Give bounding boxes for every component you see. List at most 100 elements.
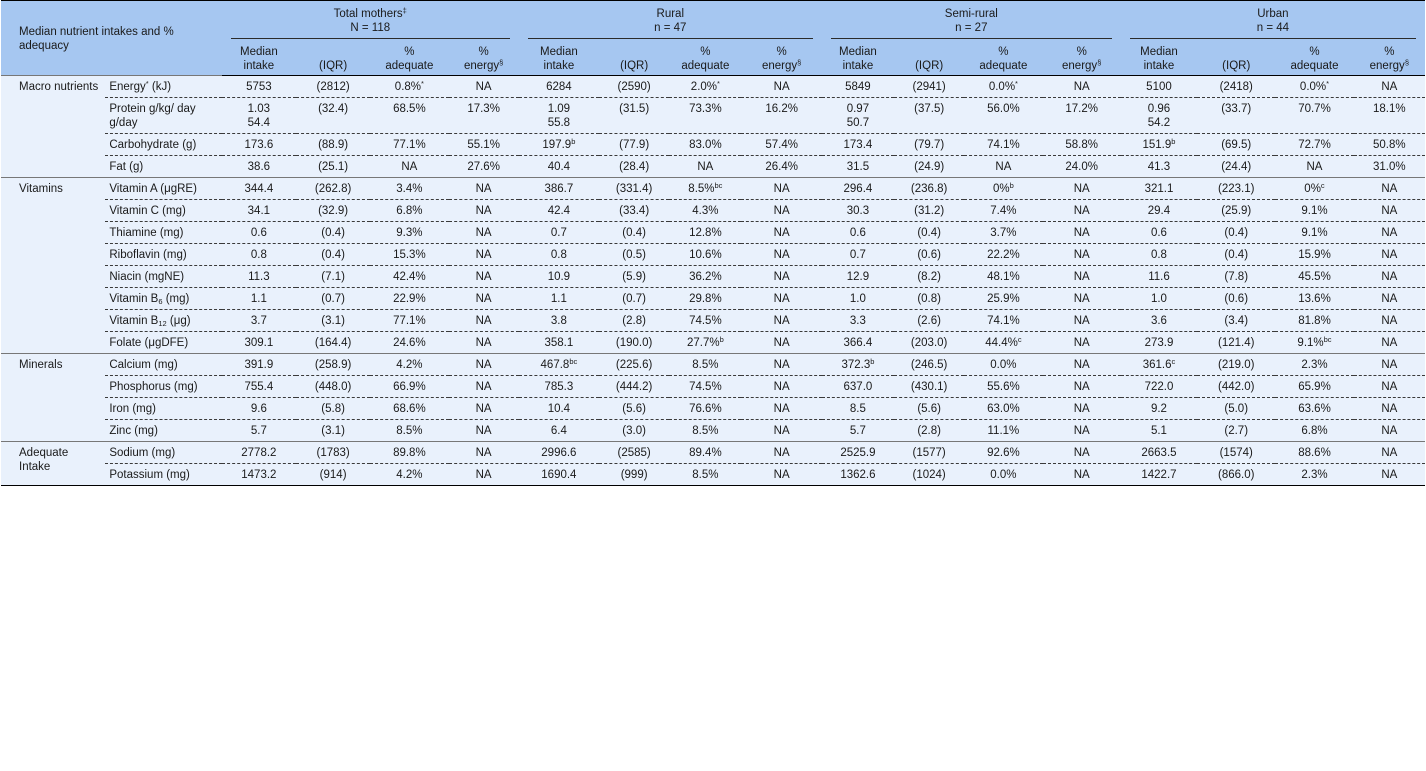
cell-value-line2: 54.4 <box>247 117 271 129</box>
table-cell: NA <box>741 441 822 464</box>
cell-value: (1024) <box>912 469 946 481</box>
table-cell: NA <box>1353 353 1425 376</box>
cell-value: (24.4) <box>1221 161 1252 173</box>
table-row: Vitamin B6 (mg) 1.1 (0.7) 22.9% NA 1.1 (0.7) 29… <box>1 287 1425 310</box>
table-cell: (5.6) <box>894 397 965 420</box>
table-cell: 9.6 <box>221 397 296 420</box>
table-cell: (236.8) <box>894 177 965 200</box>
group-label: Minerals <box>1 353 106 442</box>
table-cell: NA <box>370 155 449 178</box>
table-cell: NA <box>1042 221 1121 244</box>
cell-value: NA <box>995 161 1012 173</box>
cell-footnote: c <box>1171 357 1176 366</box>
cell-value: 9.6 <box>250 403 267 415</box>
cell-value: 1.03 <box>247 103 271 115</box>
cell-value: (203.0) <box>910 337 948 349</box>
cell-value: (219.0) <box>1218 359 1255 371</box>
table-cell: NA <box>741 199 822 222</box>
nutrient-name-text: Phosphorus (mg) <box>109 381 198 393</box>
cell-value: (24.9) <box>914 161 945 173</box>
cell-value: NA <box>475 271 492 283</box>
cell-value: 1.0 <box>849 293 866 305</box>
table-cell: 12.9 <box>821 265 895 288</box>
cell-value: 12.8% <box>689 227 722 239</box>
group-title-text: Total mothers <box>333 8 403 20</box>
table-cell: 1.1 <box>518 287 600 310</box>
table-cell: 0.6 <box>1120 221 1198 244</box>
table-cell: NA <box>1042 397 1121 420</box>
cell-value: 1.09 <box>547 103 571 115</box>
subcol-header: % energy§ <box>741 41 822 76</box>
subcol-line2-text: adequate <box>385 60 434 72</box>
cell-value: (2.7) <box>1224 425 1249 437</box>
cell-value: 1.1 <box>550 293 567 305</box>
cell-value: (3.0) <box>622 425 646 437</box>
table-cell: 83.0% <box>669 133 742 156</box>
table-cell: (2585) <box>599 441 670 464</box>
cell-value: (0.4) <box>1224 227 1249 239</box>
cell-value: NA <box>773 271 790 283</box>
table-cell: 8.5% <box>370 419 449 442</box>
subcol-header: % adequate <box>1275 41 1354 76</box>
cell-value: (25.9) <box>1221 205 1252 217</box>
table-cell: NA <box>1353 419 1425 442</box>
table-cell: (914) <box>295 463 371 486</box>
table-cell: 58.8% <box>1042 133 1121 156</box>
cell-value: 73.3% <box>689 103 722 115</box>
subcol-line2-text: intake <box>543 60 575 72</box>
table-cell: NA <box>1353 177 1425 200</box>
table-cell: (0.4) <box>295 221 371 244</box>
table-cell: 17.2% <box>1042 97 1121 134</box>
subcol-header: % adequate <box>370 41 449 76</box>
subcol-line1: Median <box>240 46 278 58</box>
table-cell: 321.1 <box>1120 177 1198 200</box>
table-cell: 24.0% <box>1042 155 1121 178</box>
table-cell: NA <box>1042 199 1121 222</box>
cell-value: 391.9 <box>244 359 274 371</box>
cell-value: NA <box>1073 469 1090 481</box>
table-cell: 0.6 <box>821 221 895 244</box>
table-header: Median nutrient intakes and % adequacy To… <box>1 0 1425 76</box>
subcol-line1 <box>897 45 961 59</box>
table-cell: 1.0 <box>821 287 895 310</box>
cell-value: 0% <box>993 183 1010 195</box>
subcol-header: Median intake <box>518 41 600 76</box>
cell-value: NA <box>1381 183 1398 195</box>
table-row: Riboflavin (mg) 0.8 (0.4) 15.3% NA 0.8 (0.5) 10… <box>1 243 1425 266</box>
cell-value: 0.6 <box>1150 227 1167 239</box>
cell-value: 0.0% <box>1299 81 1327 93</box>
table-row: Vitamins Vitamin A (μgRE) 344.4 (262.8) 3.4%… <box>1 177 1425 354</box>
table-row: Macro nutrients Energy* (kJ) 5753 (2812) 0.8… <box>1 75 1425 178</box>
table-cell: (2.7) <box>1197 419 1276 442</box>
cell-value: 197.9 <box>542 139 572 151</box>
table-cell: (88.9) <box>295 133 371 156</box>
table-cell: 72.7% <box>1275 133 1354 156</box>
table-cell: 1.0 <box>1120 287 1198 310</box>
cell-value: (3.1) <box>321 315 345 327</box>
cell-value: 151.9 <box>1142 139 1172 151</box>
table-cell: (32.4) <box>295 97 371 134</box>
group-header-3: Urban n = 44 <box>1120 0 1425 41</box>
table-cell: 36.2% <box>669 265 742 288</box>
cell-value: (331.4) <box>615 183 653 195</box>
table-cell: 1.09 55.8 <box>518 97 600 134</box>
subcol-line2-text: (IQR) <box>915 60 944 72</box>
cell-value: (246.5) <box>910 359 948 371</box>
cell-value: (2.8) <box>622 315 646 327</box>
group-title: Semi-rural <box>825 7 1118 21</box>
cell-value: 89.8% <box>393 447 426 459</box>
cell-value: 63.6% <box>1298 403 1331 415</box>
table-cell: 89.4% <box>669 441 742 464</box>
cell-value: 57.4% <box>765 139 798 151</box>
cell-value: 0.96 <box>1147 103 1171 115</box>
cell-value: NA <box>475 293 492 305</box>
cell-value: NA <box>773 337 790 349</box>
cell-value: NA <box>475 227 492 239</box>
table-row: Iron (mg) 9.6 (5.8) 68.6% NA 10.4 (5.6) 76.6% NA… <box>1 397 1425 420</box>
cell-value: 8.5% <box>688 183 715 195</box>
group-title-text: Urban <box>1257 8 1289 20</box>
table-cell: (2.8) <box>599 309 670 332</box>
cell-value-line2: 50.7 <box>846 117 870 129</box>
cell-value: NA <box>475 359 492 371</box>
nutrient-name: Vitamin C (mg) <box>105 199 222 222</box>
